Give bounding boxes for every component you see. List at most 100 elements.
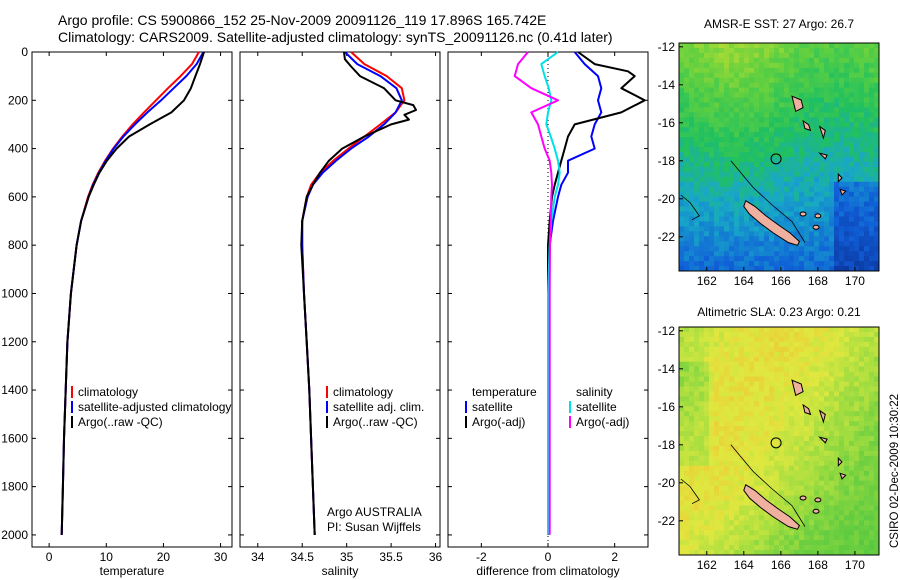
heatmap-cell: [839, 216, 845, 222]
heatmap-cell: [809, 505, 815, 511]
heatmap-cell: [749, 52, 755, 59]
heatmap-cell: [739, 391, 745, 397]
heatmap-cell: [799, 421, 805, 427]
heatmap-cell: [679, 401, 685, 407]
heatmap-cell: [859, 520, 865, 526]
heatmap-cell: [834, 82, 840, 89]
heatmap-cell: [794, 47, 800, 54]
heatmap-cell: [704, 171, 710, 178]
heatmap-cell: [774, 176, 780, 183]
heatmap-cell: [759, 371, 765, 377]
heatmap-cell: [789, 92, 795, 98]
heatmap-cell: [754, 416, 760, 422]
heatmap-cell: [769, 211, 775, 217]
heatmap-cell: [699, 450, 705, 457]
heatmap-cell: [864, 82, 870, 89]
heatmap-cell: [864, 475, 870, 482]
heatmap-cell: [714, 107, 720, 113]
heatmap-cell: [859, 181, 865, 188]
heatmap-cell: [849, 176, 855, 183]
heatmap-cell: [709, 166, 715, 173]
heatmap-cell: [739, 450, 745, 457]
heatmap-cell: [784, 72, 790, 79]
heatmap-cell: [864, 406, 870, 412]
heatmap-cell: [694, 57, 700, 64]
heatmap-cell: [759, 426, 765, 432]
heatmap-cell: [864, 147, 870, 153]
heatmap-cell: [754, 261, 760, 267]
heatmap-cell: [839, 341, 845, 348]
heatmap-cell: [759, 97, 765, 103]
heatmap-cell: [839, 181, 845, 188]
heatmap-cell: [719, 137, 725, 143]
series-line-2: [60, 51, 205, 535]
heatmap-cell: [709, 470, 715, 477]
heatmap-cell: [679, 371, 685, 377]
heatmap-cell: [814, 386, 820, 392]
heatmap-cell: [869, 181, 875, 188]
heatmap-cell: [864, 246, 870, 252]
heatmap-cell: [874, 371, 880, 377]
heatmap-cell: [724, 142, 730, 148]
heatmap-cell: [769, 480, 775, 487]
heatmap-cell: [699, 460, 705, 467]
heatmap-cell: [689, 371, 695, 377]
heatmap-cell: [784, 331, 790, 338]
heatmap-cell: [689, 127, 695, 133]
heatmap-cell: [869, 431, 875, 437]
heatmap-cell: [804, 490, 810, 496]
heatmap-cell: [829, 112, 835, 118]
heatmap-cell: [749, 226, 755, 232]
heatmap-cell: [844, 236, 850, 242]
heatmap-cell: [844, 431, 850, 437]
heatmap-cell: [749, 97, 755, 103]
x-tick-label: 36: [429, 550, 443, 564]
heatmap-cell: [709, 261, 715, 267]
heatmap-cell: [684, 351, 690, 358]
heatmap-cell: [759, 107, 765, 113]
heatmap-cell: [844, 421, 850, 427]
heatmap-cell: [859, 445, 865, 452]
heatmap-cell: [689, 381, 695, 387]
heatmap-cell: [714, 371, 720, 377]
heatmap-cell: [844, 515, 850, 521]
heatmap-cell: [689, 181, 695, 188]
heatmap-cell: [834, 67, 840, 74]
heatmap-cell: [704, 152, 710, 158]
heatmap-cell: [759, 366, 765, 373]
heatmap-cell: [749, 72, 755, 79]
heatmap-cell: [699, 346, 705, 353]
heatmap-cell: [704, 515, 710, 521]
heatmap-cell: [839, 157, 845, 163]
island-loyalty: [799, 211, 807, 217]
heatmap-cell: [849, 431, 855, 437]
heatmap-cell: [799, 181, 805, 188]
heatmap-cell: [694, 256, 700, 262]
heatmap-cell: [819, 396, 825, 402]
heatmap-cell: [839, 495, 845, 501]
x-tick-label: 170: [845, 274, 865, 288]
heatmap-cell: [784, 336, 790, 343]
island-loyalty: [799, 495, 807, 501]
heatmap-cell: [794, 530, 800, 536]
heatmap-cell: [814, 43, 820, 49]
heatmap-cell: [779, 386, 785, 392]
heatmap-cell: [809, 157, 815, 163]
heatmap-cell: [749, 241, 755, 247]
heatmap-cell: [699, 396, 705, 402]
heatmap-cell: [814, 480, 820, 487]
heatmap-cell: [834, 137, 840, 143]
heatmap-cell: [869, 381, 875, 387]
heatmap-cell: [729, 127, 735, 133]
heatmap-cell: [794, 92, 800, 98]
heatmap-cell: [794, 490, 800, 496]
heatmap-cell: [764, 356, 770, 363]
heatmap-cell: [754, 381, 760, 387]
heatmap-cell: [714, 401, 720, 407]
heatmap-cell: [824, 191, 830, 198]
heatmap-cell: [784, 97, 790, 103]
heatmap-cell: [844, 416, 850, 422]
heatmap-cell: [804, 411, 810, 417]
heatmap-cell: [759, 525, 765, 531]
heatmap-cell: [864, 236, 870, 242]
